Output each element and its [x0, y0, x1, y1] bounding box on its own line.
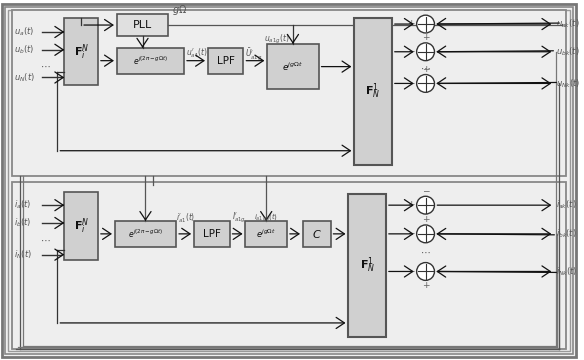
Text: $e^{jg\Omega t}$: $e^{jg\Omega t}$: [282, 60, 304, 73]
Text: $g\Omega$: $g\Omega$: [172, 3, 187, 17]
Text: $\cdots$: $\cdots$: [420, 247, 431, 257]
Text: +: +: [407, 19, 415, 28]
Bar: [194, 221, 230, 247]
Text: $u_{a1}'(t)$: $u_{a1}'(t)$: [186, 47, 208, 60]
Bar: [208, 48, 244, 73]
Text: $e^{jg\Omega t}$: $e^{jg\Omega t}$: [256, 228, 276, 240]
Text: $u_{ak}(t)$: $u_{ak}(t)$: [556, 18, 580, 30]
Bar: [354, 18, 392, 165]
Text: −: −: [407, 266, 415, 275]
Circle shape: [416, 225, 434, 243]
Bar: [64, 192, 98, 260]
Circle shape: [416, 75, 434, 92]
Text: $u_N(t)$: $u_N(t)$: [14, 71, 35, 84]
Text: $i_{a1gp}(t)$: $i_{a1gp}(t)$: [254, 212, 279, 224]
Text: LPF: LPF: [217, 56, 235, 66]
Bar: [117, 48, 184, 73]
Text: PLL: PLL: [133, 20, 152, 30]
Bar: [303, 221, 331, 247]
Text: $i_{a1}'(t)$: $i_{a1}'(t)$: [176, 211, 196, 225]
Text: $\mathbf{F}_N^1$: $\mathbf{F}_N^1$: [366, 82, 381, 101]
Circle shape: [416, 43, 434, 61]
Text: $u_{Nk}(t)$: $u_{Nk}(t)$: [556, 77, 580, 90]
Bar: [117, 14, 168, 36]
Text: $e^{j(2\pi-g\Omega t)}$: $e^{j(2\pi-g\Omega t)}$: [128, 228, 163, 240]
Bar: [349, 194, 386, 337]
Text: $u_a(t)$: $u_a(t)$: [14, 26, 34, 38]
Text: $u_b(t)$: $u_b(t)$: [14, 44, 34, 56]
Text: +: +: [422, 215, 429, 224]
Text: −: −: [407, 46, 415, 55]
Text: −: −: [407, 78, 415, 87]
Text: +: +: [407, 200, 415, 209]
Bar: [12, 183, 566, 349]
Text: $\bar{U}_{a1g}'$: $\bar{U}_{a1g}'$: [245, 46, 263, 62]
Bar: [12, 10, 566, 176]
Text: $\mathbf{F}_i^N$: $\mathbf{F}_i^N$: [74, 216, 89, 236]
Bar: [267, 44, 319, 89]
Text: $C$: $C$: [312, 228, 322, 240]
Bar: [115, 221, 176, 247]
Text: $I_{a1g}'$: $I_{a1g}'$: [232, 211, 246, 225]
Text: $\cdots$: $\cdots$: [40, 235, 51, 245]
Text: +: +: [422, 282, 429, 291]
Circle shape: [416, 15, 434, 33]
Text: $\mathbf{F}_i^N$: $\mathbf{F}_i^N$: [74, 42, 89, 62]
Text: $i_{bk}(t)$: $i_{bk}(t)$: [556, 228, 577, 240]
Text: $i_{Nk}(t)$: $i_{Nk}(t)$: [556, 265, 578, 278]
Text: $\cdots$: $\cdots$: [40, 60, 51, 71]
Circle shape: [416, 196, 434, 214]
Text: −: −: [407, 228, 415, 237]
Text: $u_{bk}(t)$: $u_{bk}(t)$: [556, 45, 580, 58]
Text: $e^{j(2\pi-g\Omega t)}$: $e^{j(2\pi-g\Omega t)}$: [133, 54, 168, 67]
Bar: [245, 221, 287, 247]
Circle shape: [416, 262, 434, 280]
Text: $i_a(t)$: $i_a(t)$: [14, 199, 31, 211]
Text: −: −: [422, 5, 429, 14]
Text: $u_{a1g}(t)$: $u_{a1g}(t)$: [265, 33, 290, 46]
Text: $i_{ak}(t)$: $i_{ak}(t)$: [556, 199, 577, 211]
Text: −: −: [422, 186, 429, 195]
Text: LPF: LPF: [203, 229, 221, 239]
Text: +: +: [422, 64, 429, 73]
Text: $\cdots$: $\cdots$: [420, 63, 431, 73]
Text: $i_N(t)$: $i_N(t)$: [14, 248, 32, 261]
Text: $\mathbf{F}_N^1$: $\mathbf{F}_N^1$: [360, 256, 375, 275]
Bar: [64, 18, 98, 85]
Text: $i_b(t)$: $i_b(t)$: [14, 217, 32, 229]
Text: +: +: [422, 33, 429, 42]
